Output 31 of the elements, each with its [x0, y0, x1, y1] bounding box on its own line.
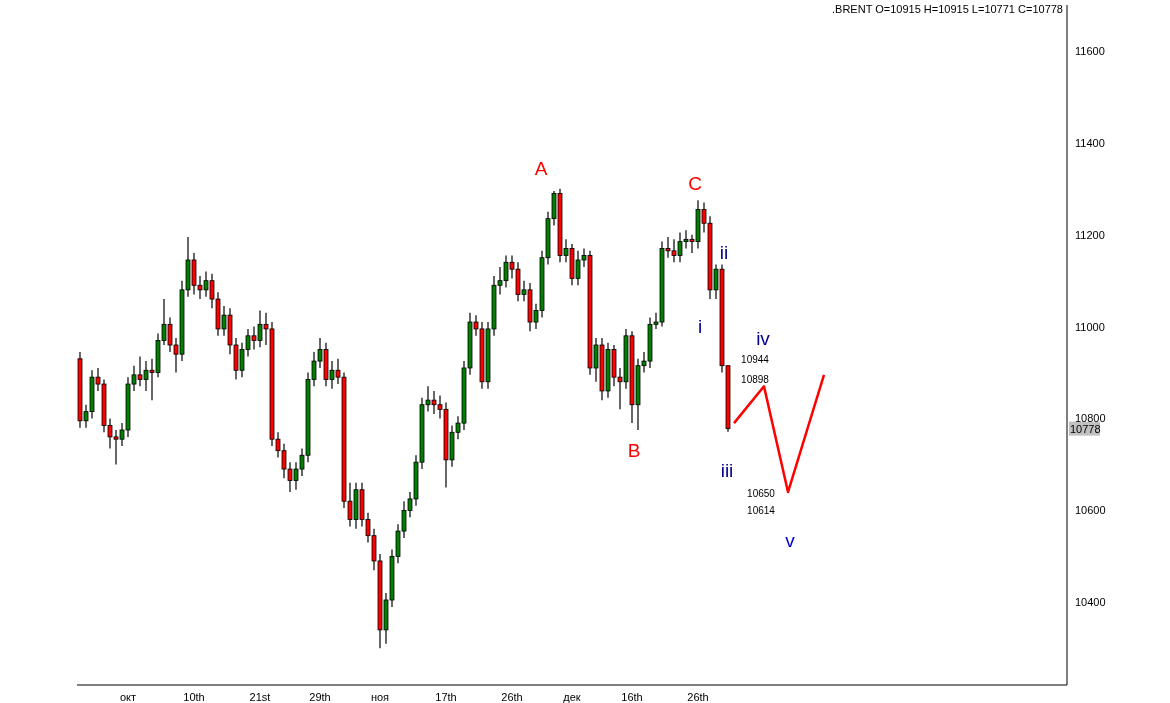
x-tick-label: 26th	[501, 690, 523, 703]
annotation: iv	[756, 327, 770, 349]
y-tick-label: 11000	[1075, 320, 1105, 333]
annotation: v	[785, 529, 795, 551]
y-tick-label: 11200	[1075, 228, 1105, 241]
y-tick-label: 11400	[1075, 136, 1105, 149]
annotation: 10778	[1070, 422, 1101, 435]
x-tick-label: 29th	[309, 690, 331, 703]
x-tick-label: 17th	[435, 690, 457, 703]
annotation: B	[627, 439, 641, 461]
x-tick-label: окт	[119, 690, 137, 703]
annotation: C	[688, 172, 702, 194]
x-tick-label: 10th	[183, 690, 205, 703]
x-tick-label: 26th	[687, 690, 709, 703]
x-tick-label: дек	[563, 690, 581, 703]
annotation: 10614	[747, 505, 775, 516]
annotation: ii	[719, 241, 729, 263]
y-tick-label: 10400	[1075, 596, 1106, 609]
annotation: iii	[720, 459, 734, 481]
x-tick-label: 21st	[249, 690, 271, 703]
annotation: 10898	[741, 374, 769, 385]
annotation: 10944	[741, 354, 769, 365]
annotation: i	[697, 315, 703, 337]
annotation: 10650	[747, 488, 775, 499]
y-tick-label: 11600	[1075, 44, 1105, 57]
x-tick-label: ноя	[370, 690, 390, 703]
y-tick-label: 10800	[1075, 412, 1106, 425]
annotation: A	[534, 157, 548, 179]
y-tick-label: 10600	[1075, 504, 1106, 517]
chart-title: .BRENT O=10915 H=10915 L=10771 C=10778	[832, 3, 1063, 15]
x-tick-label: 16th	[621, 690, 643, 703]
